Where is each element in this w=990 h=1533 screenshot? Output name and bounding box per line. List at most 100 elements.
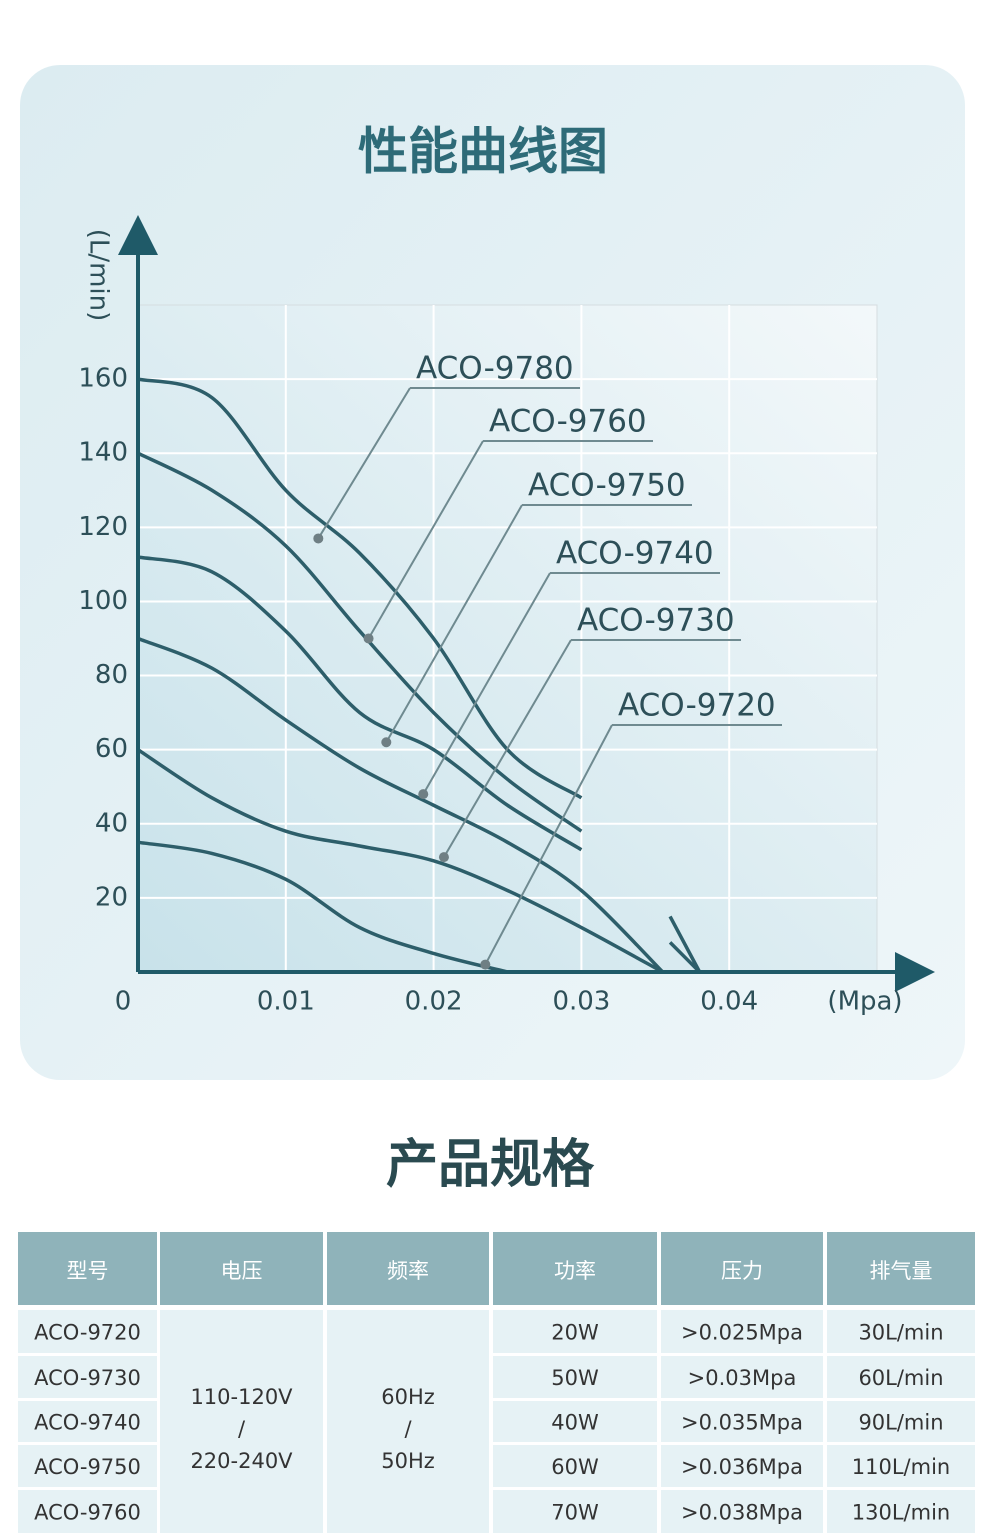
- x-tick-label: 0.03: [552, 987, 610, 1017]
- header-text: 排气量: [870, 1259, 933, 1283]
- curve: [137, 636, 664, 974]
- label-point: [418, 789, 429, 800]
- cell: [827, 1401, 975, 1442]
- cell-text: 60W: [551, 1455, 599, 1479]
- header-text: 压力: [721, 1259, 763, 1283]
- x-tick-label: 0: [115, 987, 132, 1017]
- header-text: 电压: [221, 1259, 263, 1283]
- header-text: 频率: [387, 1259, 429, 1283]
- header-text: 功率: [554, 1259, 596, 1283]
- cell-text: ACO-9740: [34, 1411, 141, 1435]
- merged-cell: [160, 1310, 323, 1533]
- cell-text: 60Hz: [381, 1385, 435, 1409]
- cell: [827, 1310, 975, 1353]
- leader-line: [484, 724, 613, 966]
- series-label: ACO-9730: [577, 603, 735, 639]
- x-tick-label: 0.04: [700, 987, 758, 1017]
- cell-text: 90L/min: [858, 1411, 943, 1435]
- curve: [137, 555, 583, 852]
- y-tick-label: 80: [95, 660, 128, 690]
- header-cell: [827, 1232, 975, 1305]
- cell: [18, 1490, 157, 1533]
- cell: [827, 1356, 975, 1398]
- cell: [661, 1401, 823, 1442]
- cell-text: 70W: [551, 1501, 599, 1525]
- cell-text: >0.03Mpa: [688, 1366, 797, 1390]
- cell-text: 220-240V: [190, 1449, 293, 1473]
- header-cell: [160, 1232, 323, 1305]
- y-tick-label: 40: [95, 808, 128, 838]
- cell-text: >0.025Mpa: [681, 1321, 803, 1345]
- cell: [493, 1356, 657, 1398]
- cell-text: 50Hz: [381, 1449, 435, 1473]
- series-label: ACO-9780: [416, 351, 574, 387]
- cell-text: 20W: [551, 1321, 599, 1345]
- curve: [137, 451, 583, 833]
- header-cell: [18, 1232, 157, 1305]
- cell: [18, 1356, 157, 1398]
- cell-text: 40W: [551, 1411, 599, 1435]
- leader-line: [385, 504, 523, 743]
- plot-area: [137, 304, 878, 973]
- cell-text: ACO-9760: [34, 1501, 141, 1525]
- curve: [137, 840, 508, 974]
- series-label: ACO-9750: [528, 468, 686, 504]
- table-title: 产品规格: [386, 1135, 595, 1195]
- x-axis-label: (Mpa): [827, 987, 902, 1017]
- y-tick-label: 120: [78, 512, 128, 542]
- x-tick-label: 0.01: [257, 987, 315, 1017]
- cell: [493, 1490, 657, 1533]
- cell: [18, 1401, 157, 1442]
- chart-title: 性能曲线图: [358, 123, 608, 181]
- leader-line: [317, 387, 411, 539]
- series-label: ACO-9740: [556, 536, 714, 572]
- cell: [18, 1445, 157, 1487]
- y-tick-label: 140: [78, 438, 128, 468]
- cell-text: >0.036Mpa: [681, 1455, 803, 1479]
- leader-line: [367, 440, 484, 640]
- cell-text: 60L/min: [858, 1366, 943, 1390]
- series-label: ACO-9760: [489, 404, 647, 440]
- cell-text: ACO-9750: [34, 1455, 141, 1479]
- cell: [661, 1356, 823, 1398]
- cell-text: >0.038Mpa: [681, 1501, 803, 1525]
- cell-text: ACO-9730: [34, 1366, 141, 1390]
- cell: [661, 1310, 823, 1353]
- label-point: [313, 533, 324, 544]
- cell: [661, 1445, 823, 1487]
- cell-text: 110-120V: [190, 1385, 293, 1409]
- cell: [493, 1445, 657, 1487]
- cell-text: 50W: [551, 1366, 599, 1390]
- leader-line: [422, 572, 551, 795]
- cell-text: 130L/min: [852, 1501, 950, 1525]
- curve: [137, 748, 664, 974]
- label-point: [438, 852, 449, 863]
- label-point: [480, 959, 491, 970]
- y-axis-label: (L/min): [84, 229, 114, 322]
- cell: [827, 1445, 975, 1487]
- cell-text: 110L/min: [852, 1455, 950, 1479]
- y-tick-label: 60: [95, 734, 128, 764]
- cell-text: >0.035Mpa: [681, 1411, 803, 1435]
- leader-line: [443, 639, 572, 858]
- header-cell: [661, 1232, 823, 1305]
- label-point: [363, 633, 374, 644]
- y-tick-label: 20: [95, 882, 128, 912]
- y-tick-label: 160: [78, 364, 128, 394]
- cell: [493, 1310, 657, 1353]
- y-tick-label: 100: [78, 586, 128, 616]
- cell: [827, 1490, 975, 1533]
- merged-cell: [327, 1310, 489, 1533]
- x-tick-label: 0.02: [405, 987, 463, 1017]
- header-cell: [493, 1232, 657, 1305]
- header-cell: [327, 1232, 489, 1305]
- cell: [493, 1401, 657, 1442]
- label-point: [381, 737, 392, 748]
- cell-text: 30L/min: [858, 1321, 943, 1345]
- cell-text: ACO-9720: [34, 1321, 141, 1345]
- cell: [18, 1310, 157, 1353]
- series-label: ACO-9720: [618, 688, 776, 724]
- cell-text: /: [238, 1417, 246, 1441]
- cell: [661, 1490, 823, 1533]
